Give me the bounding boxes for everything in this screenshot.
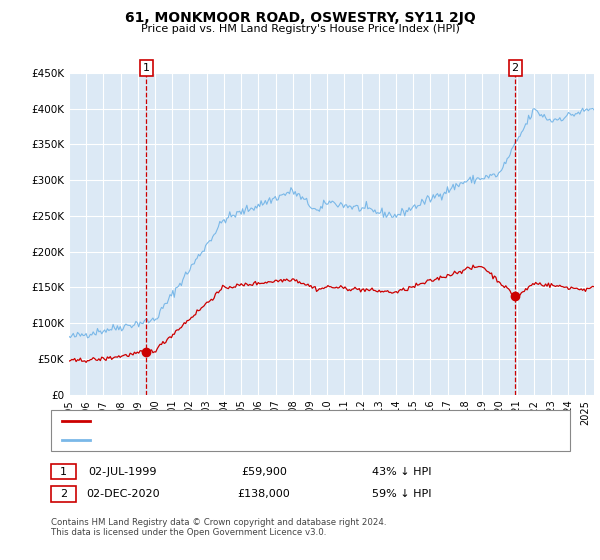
Text: HPI: Average price, detached house, Shropshire: HPI: Average price, detached house, Shro… [96, 435, 345, 445]
Text: 02-JUL-1999: 02-JUL-1999 [89, 466, 157, 477]
Text: 2: 2 [512, 63, 519, 73]
Text: 1: 1 [143, 63, 150, 73]
Text: 02-DEC-2020: 02-DEC-2020 [86, 489, 160, 499]
Text: 2: 2 [60, 489, 67, 499]
Text: 43% ↓ HPI: 43% ↓ HPI [372, 466, 432, 477]
Text: Price paid vs. HM Land Registry's House Price Index (HPI): Price paid vs. HM Land Registry's House … [140, 24, 460, 34]
Text: Contains HM Land Registry data © Crown copyright and database right 2024.
This d: Contains HM Land Registry data © Crown c… [51, 518, 386, 538]
Text: 1: 1 [60, 466, 67, 477]
Text: 59% ↓ HPI: 59% ↓ HPI [372, 489, 432, 499]
Text: 61, MONKMOOR ROAD, OSWESTRY, SY11 2JQ: 61, MONKMOOR ROAD, OSWESTRY, SY11 2JQ [125, 11, 475, 25]
Text: £138,000: £138,000 [238, 489, 290, 499]
Text: £59,900: £59,900 [241, 466, 287, 477]
Text: 61, MONKMOOR ROAD, OSWESTRY, SY11 2JQ (detached house): 61, MONKMOOR ROAD, OSWESTRY, SY11 2JQ (d… [96, 417, 426, 426]
